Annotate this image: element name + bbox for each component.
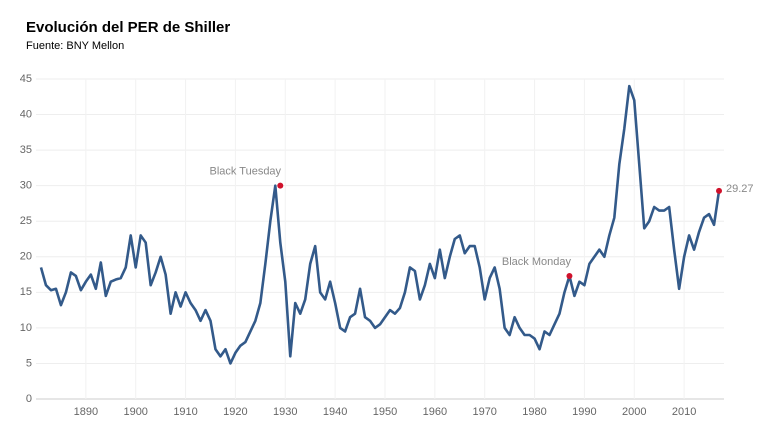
- x-tick-label: 1920: [223, 406, 247, 418]
- y-tick-label: 20: [20, 251, 32, 263]
- annotation-label: Black Monday: [502, 256, 572, 268]
- x-tick-label: 1930: [273, 406, 297, 418]
- y-tick-label: 30: [20, 180, 32, 192]
- y-tick-label: 45: [20, 73, 32, 85]
- x-tick-label: 1980: [522, 406, 546, 418]
- y-tick-label: 10: [20, 322, 32, 334]
- annotation-point: [566, 272, 573, 279]
- annotation-label: Black Tuesday: [210, 166, 282, 178]
- x-tick-label: 1940: [323, 406, 347, 418]
- annotation-point: [277, 182, 284, 189]
- annotation-point: [716, 187, 723, 194]
- chart-subtitle: Fuente: BNY Mellon: [26, 40, 124, 52]
- y-tick-label: 15: [20, 286, 32, 298]
- x-tick-label: 1990: [572, 406, 596, 418]
- x-tick-label: 1910: [173, 406, 197, 418]
- x-tick-label: 2010: [672, 406, 696, 418]
- x-tick-label: 1950: [373, 406, 397, 418]
- y-tick-label: 25: [20, 215, 32, 227]
- x-tick-label: 2000: [622, 406, 646, 418]
- chart-title: Evolución del PER de Shiller: [26, 19, 230, 36]
- x-tick-label: 1890: [74, 406, 98, 418]
- annotation-label: 29.27: [726, 183, 754, 195]
- x-tick-label: 1900: [123, 406, 147, 418]
- y-tick-label: 5: [26, 357, 32, 369]
- y-tick-label: 0: [26, 393, 32, 405]
- y-tick-label: 40: [20, 108, 32, 120]
- x-tick-label: 1970: [472, 406, 496, 418]
- x-tick-label: 1960: [423, 406, 447, 418]
- y-tick-label: 35: [20, 144, 32, 156]
- data-line: [39, 84, 721, 365]
